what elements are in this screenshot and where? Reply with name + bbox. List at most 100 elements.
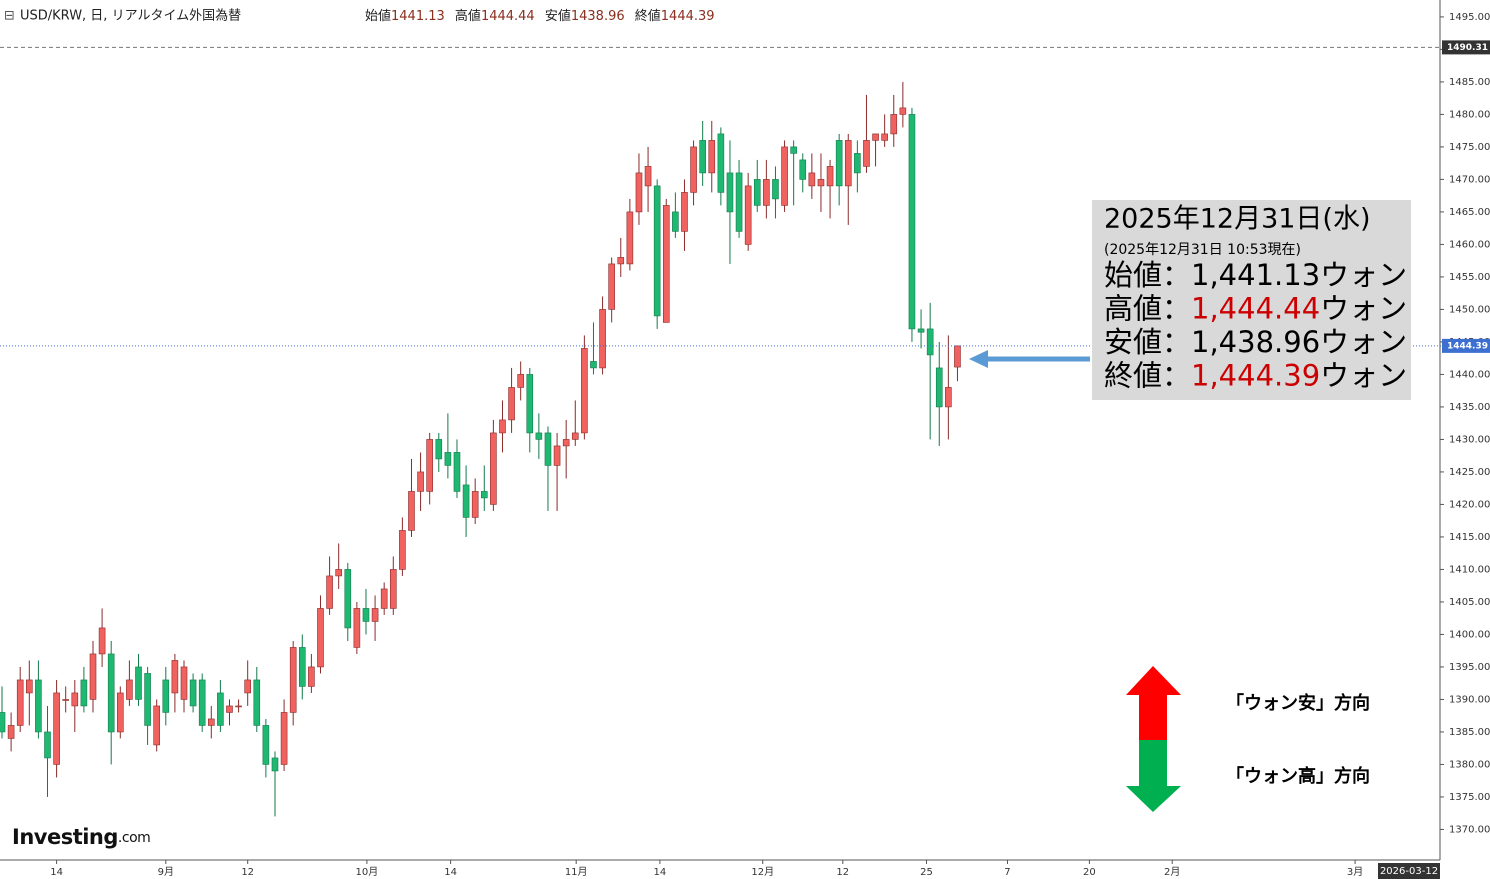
candle-body — [590, 361, 597, 369]
annotation-box: 2025年12月31日(水) (2025年12月31日 10:53現在) 始値：… — [1092, 200, 1411, 400]
candle-body — [344, 569, 352, 629]
candle-body — [854, 153, 861, 174]
logo: Investing.com — [12, 825, 151, 849]
ohlc-header: 始値1441.13 高値1444.44 安値1438.96 終値1444.39 — [365, 8, 715, 24]
arrow-head — [969, 350, 988, 368]
candle-body — [890, 114, 898, 135]
row-unit: ウォン — [1320, 359, 1407, 393]
candle-body — [298, 647, 306, 687]
candle-body — [699, 140, 706, 174]
y-tick-label: 1435.00 — [1449, 402, 1490, 413]
label: 終値 — [635, 8, 661, 24]
row-value: 1,444.44 — [1191, 292, 1320, 326]
reference-label: 1490.31 — [1447, 43, 1488, 53]
candle-body — [335, 569, 342, 577]
candle-body — [899, 107, 907, 115]
x-tick-label: 14 — [444, 867, 457, 878]
candle-body — [799, 159, 807, 180]
down-arrow-head — [1126, 786, 1181, 812]
candle-body — [763, 179, 770, 206]
x-tick-label: 14 — [654, 867, 667, 878]
y-tick-label: 1495.00 — [1449, 12, 1490, 23]
label: 始値 — [365, 8, 391, 24]
candle-body — [189, 679, 197, 707]
candle-body — [371, 608, 379, 622]
candle-body — [0, 712, 6, 733]
candle-body — [490, 432, 497, 505]
direction-label: 「ウォン高」方向 — [1226, 765, 1370, 787]
candle-body — [908, 114, 916, 330]
candle-body — [672, 211, 679, 232]
y-tick-label: 1475.00 — [1449, 142, 1490, 153]
candle-body — [753, 179, 761, 206]
y-tick-label: 1460.00 — [1449, 239, 1490, 250]
candle-body — [317, 608, 324, 668]
y-tick-label: 1410.00 — [1449, 564, 1490, 575]
candle-body — [253, 679, 261, 726]
candle-body — [626, 211, 634, 265]
candle-body — [271, 757, 279, 772]
candle-body — [608, 263, 615, 310]
y-tick-label: 1455.00 — [1449, 272, 1490, 283]
candle-body — [408, 491, 415, 531]
candle-body — [162, 679, 170, 713]
candle-body — [617, 257, 625, 265]
candle-body — [690, 146, 697, 193]
value: 1441.13 — [391, 9, 445, 24]
value: 1438.96 — [571, 9, 625, 24]
annotation-row: 高値：1,444.44ウォン — [1104, 292, 1407, 326]
collapse-icon[interactable]: ⊟ — [4, 9, 15, 24]
logo-text: Investing.com — [12, 825, 150, 849]
candle-body — [935, 367, 943, 408]
y-tick-label: 1390.00 — [1449, 694, 1490, 705]
annotation-row: 安値：1,438.96ウォン — [1104, 325, 1407, 359]
direction-label: 「ウォン安」方向 — [1226, 692, 1370, 714]
candle-body — [135, 666, 142, 700]
y-tick-label: 1470.00 — [1449, 174, 1490, 185]
y-tick-label: 1415.00 — [1449, 532, 1490, 543]
candle-body — [817, 179, 825, 187]
label: 安値 — [545, 8, 571, 24]
cursor-date-label: 2026-03-12 — [1380, 866, 1438, 877]
candle-body — [53, 692, 60, 765]
y-tick-label: 1370.00 — [1449, 824, 1490, 835]
candle-body — [735, 172, 743, 232]
x-tick-label: 25 — [920, 867, 933, 878]
candle-body — [499, 419, 506, 434]
candle-body — [653, 185, 661, 317]
candle-body — [107, 653, 115, 733]
x-tick-label: 12 — [836, 867, 849, 878]
candle-body — [7, 725, 15, 739]
candle-body — [644, 166, 652, 187]
candle-body — [235, 705, 242, 708]
candle-body — [226, 705, 233, 713]
candle-body — [863, 140, 870, 167]
candle-body — [98, 627, 106, 655]
up-arrow-body — [1139, 695, 1167, 740]
x-tick-label: 2月 — [1164, 866, 1180, 878]
header: ⊟ USD/KRW, 日, リアルタイム外国為替 始値1441.13 高値144… — [4, 8, 715, 24]
candle-body — [144, 673, 151, 726]
candle-body — [171, 660, 179, 694]
y-tick-label: 1450.00 — [1449, 304, 1490, 315]
candle-body — [881, 133, 888, 141]
candle-body — [599, 309, 606, 369]
candle-body — [80, 679, 88, 707]
candle-body — [635, 172, 643, 213]
candle-body — [544, 432, 552, 466]
candle-body — [417, 471, 424, 492]
candle-body — [926, 328, 934, 356]
annotation-title: 2025年12月31日(水) — [1104, 204, 1371, 235]
candle-body — [508, 387, 515, 421]
x-tick-label: 11月 — [565, 866, 588, 878]
candle-body — [153, 705, 160, 746]
candle-body — [471, 491, 479, 518]
x-tick-label: 9月 — [158, 866, 174, 878]
row-unit: ウォン — [1320, 325, 1407, 359]
candle-body — [662, 205, 670, 323]
y-tick-label: 1420.00 — [1449, 499, 1490, 510]
up-arrow-head — [1126, 666, 1181, 695]
plot — [0, 46, 1490, 817]
candle-body — [917, 328, 925, 333]
candle-body — [772, 179, 779, 200]
